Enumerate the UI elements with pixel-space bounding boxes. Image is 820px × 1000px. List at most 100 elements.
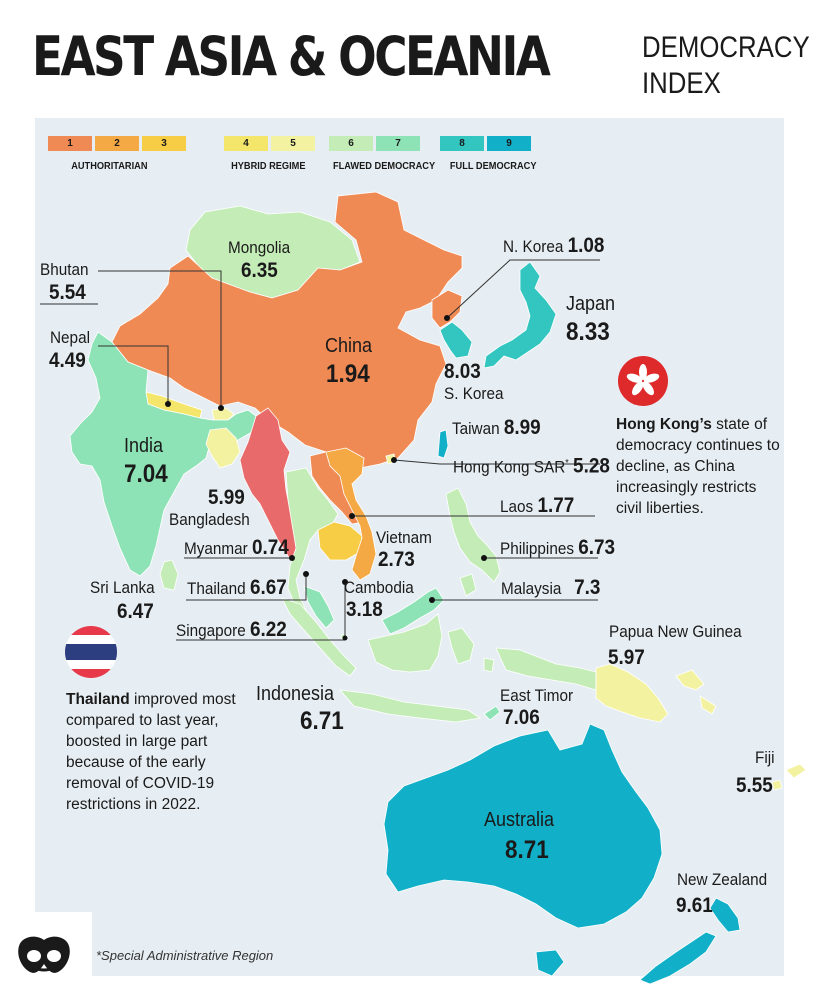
label-hong-kong: Hong Kong SAR* 5.28: [453, 454, 610, 478]
label-taiwan-score: 8.99: [503, 416, 541, 439]
country-shape-sri-lanka[interactable]: [159, 559, 179, 591]
label-thailand-score: 6.67: [249, 576, 287, 599]
label-japan-score: 8.33: [566, 318, 610, 346]
footnote: *Special Administrative Region: [96, 948, 274, 963]
label-hong-kong-mark: *: [565, 458, 569, 469]
label-nepal-name: Nepal: [50, 328, 90, 347]
country-shape-png[interactable]: [595, 663, 717, 723]
label-laos-name: Laos: [500, 497, 534, 516]
legend-swatch-4: 4: [224, 136, 268, 151]
page-subtitle: DEMOCRACY INDEX: [642, 30, 810, 102]
label-png-name: Papua New Guinea: [609, 622, 742, 641]
country-shape-australia[interactable]: [383, 723, 663, 977]
country-shape-india[interactable]: [69, 331, 257, 577]
label-japan-name: Japan: [566, 293, 616, 315]
label-fiji-score: 5.55: [736, 774, 773, 797]
label-singapore: Singapore 6.22: [176, 618, 287, 641]
country-shape-s-korea[interactable]: [439, 321, 473, 359]
country-shape-new-zealand[interactable]: [639, 897, 741, 985]
label-png-score: 5.97: [608, 646, 645, 669]
label-s-korea-name: S. Korea: [444, 384, 504, 403]
country-shape-japan[interactable]: [483, 261, 557, 369]
label-nepal-score: 4.49: [49, 349, 86, 372]
label-n-korea-score: 1.08: [567, 234, 605, 257]
label-india-score: 7.04: [124, 460, 168, 488]
label-china-score: 1.94: [326, 360, 370, 388]
legend-swatch-6: 6: [329, 136, 373, 151]
country-shape-east-timor[interactable]: [483, 705, 501, 721]
label-taiwan-name: Taiwan: [452, 419, 500, 438]
legend-swatch-9: 9: [487, 136, 531, 151]
legend-category-hybrid-regime: HYBRID REGIME: [231, 160, 306, 172]
label-hong-kong-score: 5.28: [573, 454, 610, 478]
country-shape-vietnam[interactable]: [325, 447, 377, 581]
country-shape-indonesia[interactable]: [281, 597, 597, 723]
label-china-name: China: [325, 335, 373, 357]
label-india-name: India: [124, 435, 164, 457]
label-fiji-name: Fiji: [755, 748, 775, 767]
hong-kong-note-text: state of democracy continues to decline,…: [616, 416, 780, 517]
label-s-korea-score: 8.03: [444, 360, 481, 383]
label-indonesia-score: 6.71: [300, 707, 344, 735]
label-myanmar-score: 0.74: [252, 536, 289, 559]
subtitle-line-2: INDEX: [642, 67, 721, 100]
legend-swatch-2: 2: [95, 136, 139, 151]
label-thailand: Thailand 6.67: [187, 576, 287, 599]
label-philippines-score: 6.73: [578, 536, 616, 559]
thailand-note-bold: Thailand: [66, 691, 130, 708]
brand-logo-icon: [18, 936, 70, 973]
label-bangladesh-name: Bangladesh: [169, 510, 250, 529]
label-east-timor-score: 7.06: [503, 706, 540, 729]
hong-kong-note-bold: Hong Kong’s: [616, 416, 712, 433]
label-n-korea-name: N. Korea: [503, 237, 564, 256]
label-thailand-name: Thailand: [187, 579, 246, 598]
label-hong-kong-name: Hong Kong SAR: [453, 457, 566, 477]
subtitle-line-1: DEMOCRACY: [642, 31, 810, 64]
label-bangladesh-score: 5.99: [208, 486, 245, 509]
label-laos-score: 1.77: [537, 494, 575, 517]
label-singapore-name: Singapore: [176, 621, 246, 640]
label-philippines: Philippines 6.73: [500, 536, 616, 559]
label-australia-name: Australia: [484, 809, 555, 831]
legend-swatch-1: 1: [48, 136, 92, 151]
label-bhutan-score: 5.54: [49, 281, 86, 304]
leader-dots: [165, 315, 487, 641]
country-shape-thailand[interactable]: [285, 467, 339, 611]
legend-category-full-democracy: FULL DEMOCRACY: [449, 160, 537, 172]
label-vietnam-score: 2.73: [378, 548, 415, 571]
thailand-note-text: improved most compared to last year, boo…: [66, 691, 236, 813]
label-singapore-score: 6.22: [250, 618, 287, 641]
label-myanmar: Myanmar 0.74: [184, 536, 289, 559]
label-malaysia-name: Malaysia: [501, 579, 562, 598]
hong-kong-flag-icon: [618, 356, 668, 406]
label-australia-score: 8.71: [505, 836, 549, 864]
label-malaysia-score: 7.3: [574, 576, 601, 599]
country-shape-fiji[interactable]: [771, 763, 807, 791]
country-shape-bangladesh[interactable]: [205, 427, 241, 469]
label-philippines-name: Philippines: [500, 539, 575, 558]
country-shape-cambodia[interactable]: [317, 521, 363, 561]
label-cambodia-name: Cambodia: [344, 578, 414, 597]
legend-category-flawed-democracy: FLAWED DEMOCRACY: [332, 160, 436, 172]
country-shape-n-korea[interactable]: [431, 289, 463, 329]
country-shape-china[interactable]: [111, 191, 463, 469]
label-cambodia-score: 3.18: [346, 598, 383, 621]
legend-swatch-7: 7: [376, 136, 420, 151]
legend-swatch-3: 3: [142, 136, 186, 151]
thailand-flag-icon: [65, 626, 117, 678]
label-mongolia-score: 6.35: [241, 259, 278, 282]
thailand-note: Thailand improved most compared to last …: [66, 689, 241, 815]
label-new-zealand-name: New Zealand: [677, 870, 768, 889]
label-n-korea: N. Korea 1.08: [503, 234, 605, 257]
legend-swatch-8: 8: [440, 136, 484, 151]
hong-kong-note: Hong Kong’s state of democracy continues…: [616, 414, 781, 519]
label-indonesia-name: Indonesia: [256, 683, 335, 705]
label-bhutan-name: Bhutan: [40, 260, 89, 279]
legend-category-authoritarian: AUTHORITARIAN: [71, 160, 148, 172]
country-shape-taiwan[interactable]: [437, 429, 449, 459]
legend-swatch-5: 5: [271, 136, 315, 151]
label-mongolia-name: Mongolia: [228, 238, 291, 257]
label-laos: Laos 1.77: [500, 494, 575, 517]
page-title: EAST ASIA & OCEANIA: [32, 25, 551, 88]
country-shape-philippines[interactable]: [445, 487, 501, 597]
